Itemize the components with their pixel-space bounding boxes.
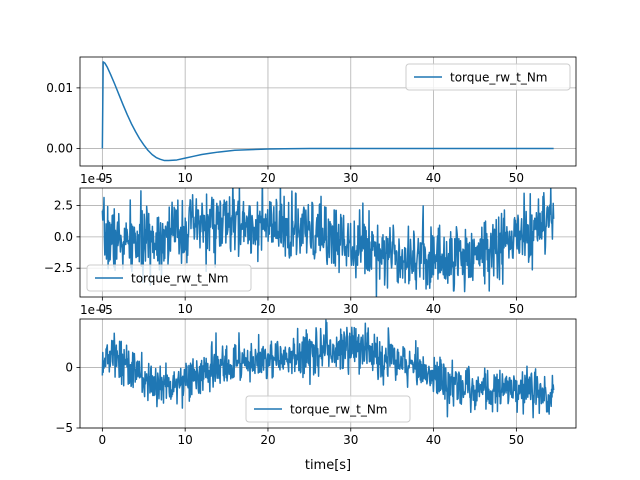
x-tick-label: 10 <box>178 302 193 316</box>
y-tick-label: 0.01 <box>46 81 73 95</box>
x-tick-label: 30 <box>343 302 358 316</box>
x-tick-label: 30 <box>343 171 358 185</box>
legend-box <box>405 63 571 91</box>
legend-label: torque_rw_t_Nm <box>131 272 229 286</box>
y-offset-label: 1e−5 <box>80 172 113 186</box>
x-tick-label: 0 <box>99 433 107 447</box>
series-line <box>101 188 555 297</box>
y-tick-label: 0.0 <box>54 230 73 244</box>
legend: torque_rw_t_Nm <box>405 63 571 91</box>
x-tick-label: 50 <box>509 302 524 316</box>
y-offset-label: 1e−5 <box>80 303 113 317</box>
x-tick-label: 50 <box>509 171 524 185</box>
legend: torque_rw_t_Nm <box>86 264 252 292</box>
x-tick-label: 10 <box>178 433 193 447</box>
x-tick-label: 30 <box>343 433 358 447</box>
subplot-2: 0 10 20 30 40 50 −2.5 0.0 2.5 1e−5 torque_rw_t_Nm <box>44 172 577 316</box>
x-tick-label: 40 <box>426 171 441 185</box>
x-tick-label: 20 <box>260 302 275 316</box>
y-tick-label: 0 <box>65 360 73 374</box>
axes-frame <box>79 187 577 298</box>
x-tick-label: 50 <box>509 433 524 447</box>
x-tick-label: 40 <box>426 302 441 316</box>
x-tick-label: 10 <box>178 171 193 185</box>
series-line <box>101 319 555 419</box>
series-line <box>101 61 554 162</box>
axes-frame <box>79 56 577 167</box>
x-tick-label: 20 <box>260 433 275 447</box>
y-tick-label: 0.00 <box>46 141 73 155</box>
y-tick-label: 2.5 <box>54 199 73 213</box>
subplot-1: 0 10 20 30 40 50 0.00 0.01 torque_rw_t_Nm <box>46 56 577 185</box>
y-tick-label: −5 <box>55 421 73 435</box>
x-axis-label: time[s] <box>305 458 351 473</box>
legend: torque_rw_t_Nm <box>245 395 411 423</box>
x-tick-label: 0 <box>99 171 107 185</box>
legend-box <box>245 395 411 423</box>
x-tick-label: 0 <box>99 302 107 316</box>
x-tick-label: 20 <box>260 171 275 185</box>
legend-box <box>86 264 252 292</box>
legend-label: torque_rw_t_Nm <box>290 403 388 417</box>
legend-label: torque_rw_t_Nm <box>450 71 548 85</box>
x-tick-label: 40 <box>426 433 441 447</box>
y-tick-label: −2.5 <box>44 261 73 275</box>
axes-frame <box>79 318 577 429</box>
